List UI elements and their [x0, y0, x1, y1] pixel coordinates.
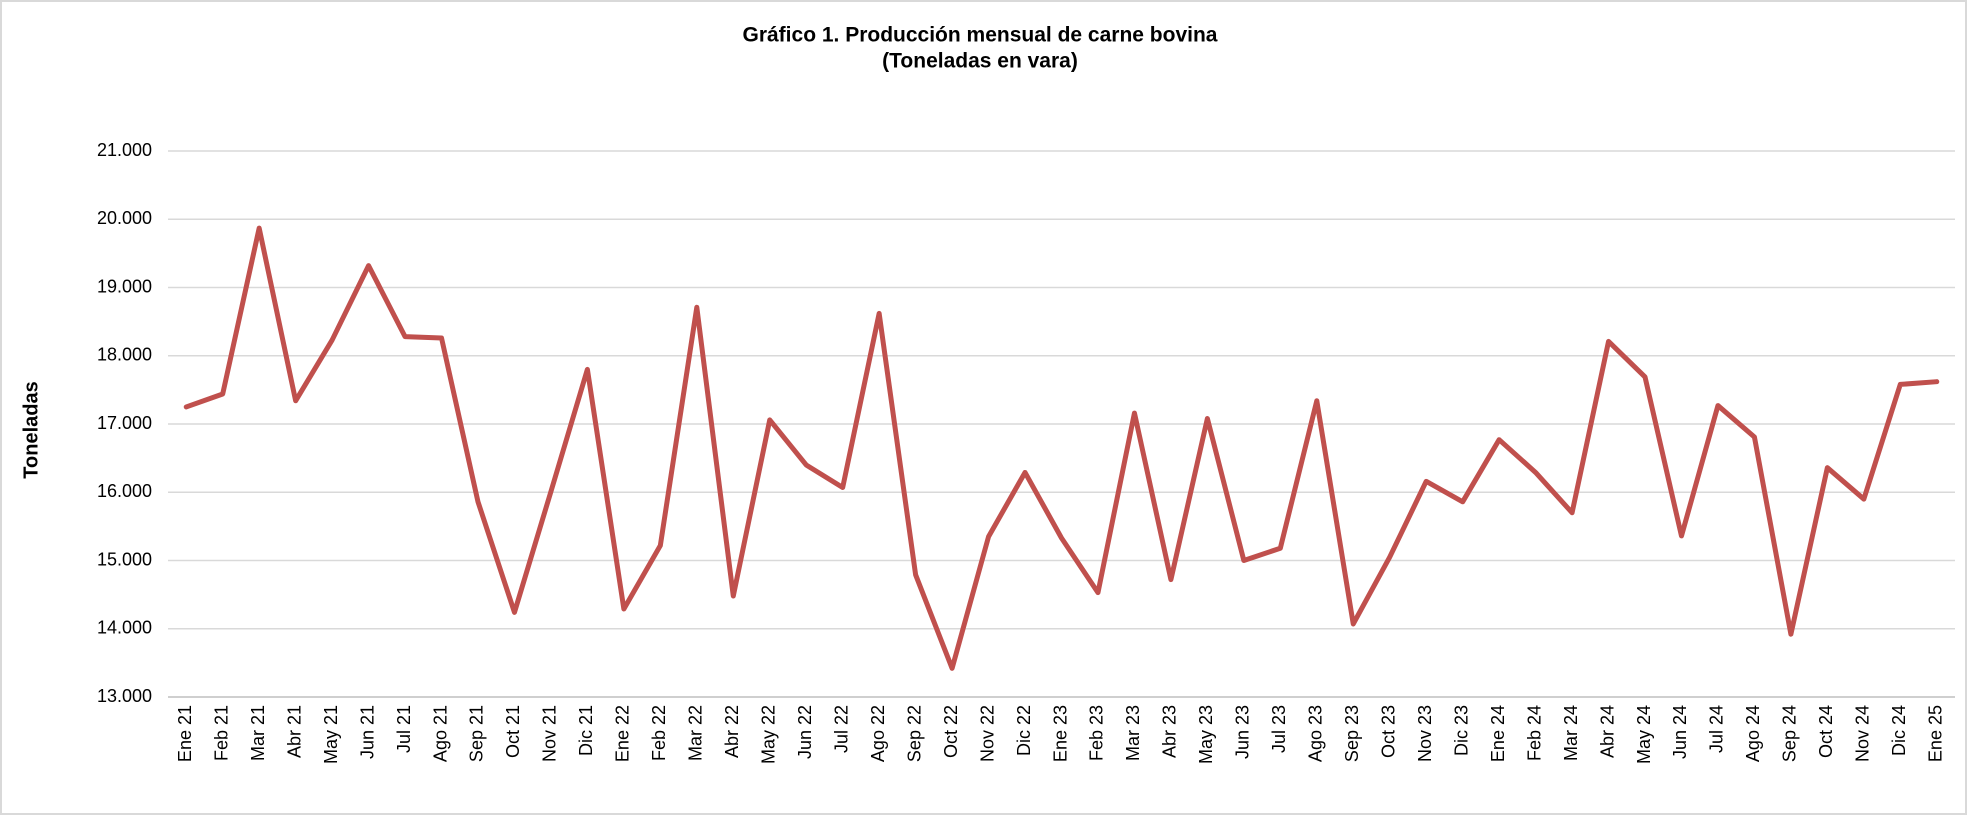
x-tick-label: Feb 22 [649, 705, 669, 761]
x-tick-label: Oct 22 [941, 705, 961, 758]
x-tick-label: Oct 24 [1816, 705, 1836, 758]
x-tick-label: Nov 24 [1853, 705, 1873, 762]
x-tick-label: Ene 25 [1926, 705, 1946, 762]
x-tick-label: Sep 22 [904, 705, 924, 762]
x-tick-label: Jul 24 [1707, 705, 1727, 753]
x-tick-label: Dic 22 [1014, 705, 1034, 756]
x-tick-label: Abr 23 [1160, 705, 1180, 758]
x-tick-label: Feb 21 [211, 705, 231, 761]
chart-subtitle: (Toneladas en vara) [882, 50, 1078, 73]
x-tick-label: Sep 23 [1342, 705, 1362, 762]
x-tick-label: Feb 24 [1524, 705, 1544, 761]
x-tick-label: Ago 21 [430, 705, 450, 762]
x-tick-label: Oct 21 [503, 705, 523, 758]
y-tick-label: 15.000 [97, 549, 152, 569]
y-axis-label: Toneladas [20, 381, 42, 478]
x-tick-label: Mar 24 [1561, 705, 1581, 761]
x-tick-label: Abr 24 [1597, 705, 1617, 758]
y-tick-label: 21.000 [97, 140, 152, 160]
x-tick-label: Jul 23 [1269, 705, 1289, 753]
x-tick-label: May 21 [321, 705, 341, 764]
x-tick-label: May 23 [1196, 705, 1216, 764]
data-line [183, 225, 1940, 671]
x-tick-label: May 24 [1634, 705, 1654, 764]
x-tick-label: Abr 22 [722, 705, 742, 758]
x-tick-label: Dic 23 [1451, 705, 1471, 756]
x-tick-label: Dic 21 [576, 705, 596, 756]
chart-title: Gráfico 1. Producción mensual de carne b… [743, 24, 1218, 47]
x-tick-label: Sep 21 [467, 705, 487, 762]
y-tick-label: 20.000 [97, 208, 152, 228]
x-tick-label: Jun 23 [1233, 705, 1253, 759]
y-tick-label: 19.000 [97, 276, 152, 296]
x-tick-label: Jun 22 [795, 705, 815, 759]
x-tick-label: Ene 23 [1050, 705, 1070, 762]
x-tick-label: Ene 22 [613, 705, 633, 762]
y-tick-label: 14.000 [97, 618, 152, 638]
x-tick-label: Jul 21 [394, 705, 414, 753]
x-tick-label: Nov 23 [1415, 705, 1435, 762]
x-tick-label: Mar 22 [686, 705, 706, 761]
x-tick-label: Feb 23 [1087, 705, 1107, 761]
x-tick-label: Ago 22 [868, 705, 888, 762]
x-tick-label: Jun 21 [357, 705, 377, 759]
x-tick-label: Ene 21 [175, 705, 195, 762]
x-tick-label: Ago 23 [1306, 705, 1326, 762]
x-tick-label: Dic 24 [1889, 705, 1909, 756]
y-tick-label: 18.000 [97, 345, 152, 365]
x-tick-label: Nov 22 [977, 705, 997, 762]
y-tick-label: 17.000 [97, 413, 152, 433]
x-tick-label: Nov 21 [540, 705, 560, 762]
x-tick-label: Jun 24 [1670, 705, 1690, 759]
x-tick-label: Abr 21 [284, 705, 304, 758]
y-tick-label: 16.000 [97, 481, 152, 501]
x-tick-label: Oct 23 [1378, 705, 1398, 758]
x-tick-label: Sep 24 [1780, 705, 1800, 762]
x-tick-label: Ago 24 [1743, 705, 1763, 762]
y-tick-label: 13.000 [97, 686, 152, 706]
x-tick-label: Mar 23 [1123, 705, 1143, 761]
x-tick-label: Jul 22 [831, 705, 851, 753]
x-tick-label: Mar 21 [248, 705, 268, 761]
x-tick-label: Ene 24 [1488, 705, 1508, 762]
x-tick-label: May 22 [758, 705, 778, 764]
